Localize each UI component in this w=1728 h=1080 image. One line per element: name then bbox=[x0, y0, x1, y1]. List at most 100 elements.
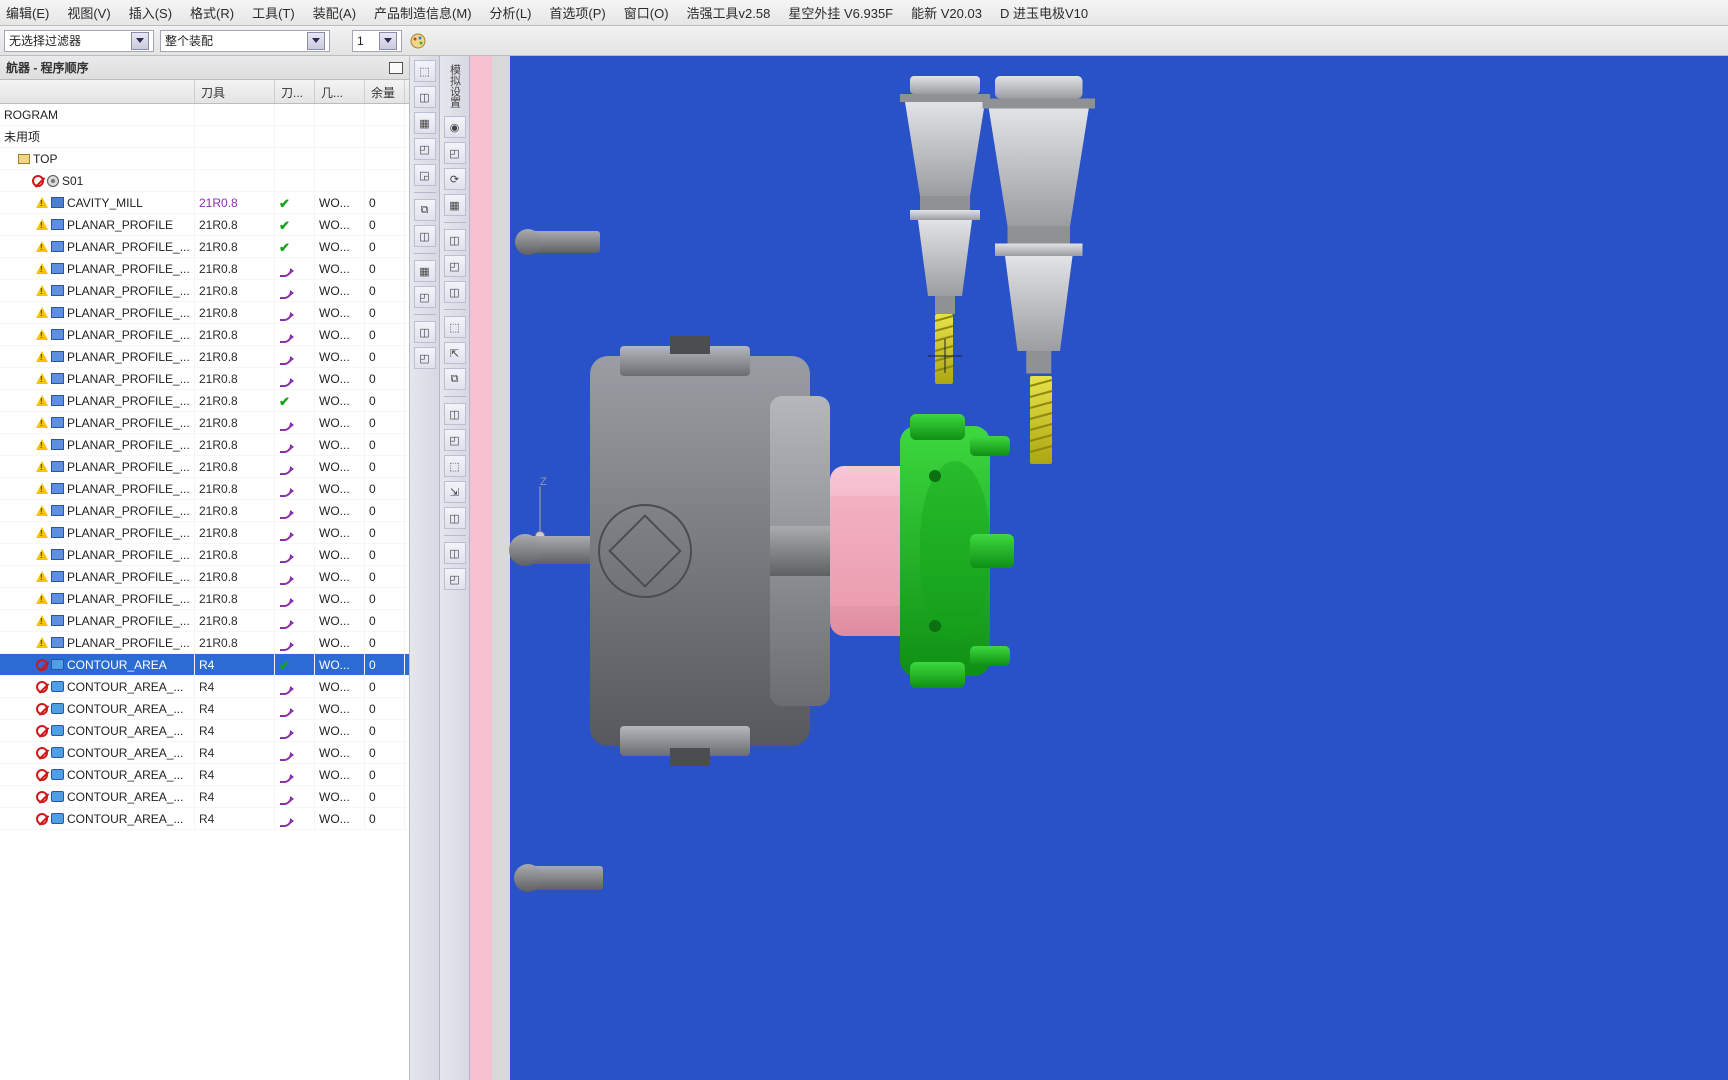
operation-row[interactable]: CONTOUR_AREA_...R4WO...0 bbox=[0, 742, 409, 764]
status-cell: ✔ bbox=[275, 192, 315, 213]
toolbar-button[interactable]: ⬚ bbox=[444, 455, 466, 477]
operation-row[interactable]: PLANAR_PROFILE_...21R0.8WO...0 bbox=[0, 544, 409, 566]
operation-name: PLANAR_PROFILE_... bbox=[67, 306, 190, 320]
toolbar-button[interactable]: ◰ bbox=[414, 347, 436, 369]
status-check-icon: ✔ bbox=[279, 218, 293, 232]
toolbar-button[interactable]: ▦ bbox=[414, 112, 436, 134]
dropdown-icon[interactable] bbox=[307, 32, 325, 50]
maximize-icon[interactable] bbox=[389, 62, 403, 74]
operation-row[interactable]: CONTOUR_AREA_...R4WO...0 bbox=[0, 764, 409, 786]
operation-row[interactable]: CONTOUR_AREAR4✔WO...0 bbox=[0, 654, 409, 676]
planar-op-icon bbox=[51, 329, 64, 340]
toolbar-button[interactable]: ◰ bbox=[414, 138, 436, 160]
operation-name: PLANAR_PROFILE_... bbox=[67, 504, 190, 518]
menu-item[interactable]: 能新 V20.03 bbox=[911, 3, 982, 22]
menu-item[interactable]: 首选项(P) bbox=[549, 3, 605, 22]
operation-row[interactable]: CONTOUR_AREA_...R4WO...0 bbox=[0, 808, 409, 830]
menu-item[interactable]: D 进玉电极V10 bbox=[1000, 3, 1088, 22]
nav-column[interactable]: 刀... bbox=[275, 80, 315, 103]
toolbar-button[interactable]: ◰ bbox=[414, 286, 436, 308]
operation-row[interactable]: PLANAR_PROFILE_...21R0.8WO...0 bbox=[0, 434, 409, 456]
toolbar-button[interactable]: ◰ bbox=[444, 568, 466, 590]
palette-icon[interactable] bbox=[408, 31, 428, 51]
menu-item[interactable]: 浩强工具v2.58 bbox=[687, 3, 771, 22]
operation-row[interactable]: PLANAR_PROFILE_...21R0.8WO...0 bbox=[0, 588, 409, 610]
tree-row[interactable]: ROGRAM bbox=[0, 104, 409, 126]
operation-row[interactable]: CONTOUR_AREA_...R4WO...0 bbox=[0, 698, 409, 720]
operation-row[interactable]: PLANAR_PROFILE_...21R0.8WO...0 bbox=[0, 346, 409, 368]
menu-item[interactable]: 视图(V) bbox=[67, 3, 110, 22]
nav-column[interactable]: 刀具 bbox=[195, 80, 275, 103]
menu-item[interactable]: 窗口(O) bbox=[624, 3, 669, 22]
tree-row[interactable]: 未用项 bbox=[0, 126, 409, 148]
toolbar-button[interactable]: ◫ bbox=[444, 507, 466, 529]
operation-row[interactable]: CONTOUR_AREA_...R4WO...0 bbox=[0, 786, 409, 808]
toolbar-button[interactable]: ◰ bbox=[444, 255, 466, 277]
nav-column[interactable] bbox=[0, 80, 195, 103]
toolbar-button[interactable]: ◫ bbox=[444, 403, 466, 425]
toolbar-button[interactable]: ◫ bbox=[414, 321, 436, 343]
toolbar-button[interactable]: ◉ bbox=[444, 116, 466, 138]
operation-row[interactable]: PLANAR_PROFILE_...21R0.8WO...0 bbox=[0, 280, 409, 302]
toolbar-button[interactable]: ⟳ bbox=[444, 168, 466, 190]
operation-row[interactable]: PLANAR_PROFILE_...21R0.8✔WO...0 bbox=[0, 390, 409, 412]
dropdown-icon[interactable] bbox=[379, 32, 397, 50]
tree-row[interactable]: TOP bbox=[0, 148, 409, 170]
operation-row[interactable]: PLANAR_PROFILE_...21R0.8WO...0 bbox=[0, 368, 409, 390]
menu-item[interactable]: 工具(T) bbox=[252, 3, 295, 22]
nav-tree[interactable]: ROGRAM未用项TOPS01CAVITY_MILL21R0.8✔WO...0P… bbox=[0, 104, 409, 1080]
operation-row[interactable]: PLANAR_PROFILE21R0.8✔WO...0 bbox=[0, 214, 409, 236]
viewport-3d[interactable]: Z X bbox=[470, 56, 1728, 1080]
forbid-icon bbox=[36, 791, 48, 803]
operation-row[interactable]: PLANAR_PROFILE_...21R0.8WO...0 bbox=[0, 324, 409, 346]
menu-item[interactable]: 星空外挂 V6.935F bbox=[788, 3, 893, 22]
menu-item[interactable]: 装配(A) bbox=[313, 3, 356, 22]
toolbar-button[interactable]: ◰ bbox=[444, 142, 466, 164]
dropdown-icon[interactable] bbox=[131, 32, 149, 50]
operation-row[interactable]: CAVITY_MILL21R0.8✔WO...0 bbox=[0, 192, 409, 214]
toolbar-button[interactable]: ◫ bbox=[444, 229, 466, 251]
operation-row[interactable]: PLANAR_PROFILE_...21R0.8WO...0 bbox=[0, 610, 409, 632]
operation-row[interactable]: PLANAR_PROFILE_...21R0.8WO...0 bbox=[0, 632, 409, 654]
toolbar-button[interactable]: ◫ bbox=[414, 225, 436, 247]
toolbar-button[interactable]: ▦ bbox=[444, 194, 466, 216]
toolbar-button[interactable]: ⇲ bbox=[444, 481, 466, 503]
toolbar-button[interactable]: ⬚ bbox=[414, 60, 436, 82]
menu-item[interactable]: 分析(L) bbox=[490, 3, 532, 22]
toolbar-button[interactable]: ⇱ bbox=[444, 342, 466, 364]
operation-row[interactable]: PLANAR_PROFILE_...21R0.8WO...0 bbox=[0, 302, 409, 324]
operation-row[interactable]: PLANAR_PROFILE_...21R0.8WO...0 bbox=[0, 522, 409, 544]
toolbar-button[interactable]: ⧉ bbox=[414, 199, 436, 221]
status-transform-icon bbox=[279, 328, 293, 342]
operation-row[interactable]: PLANAR_PROFILE_...21R0.8WO...0 bbox=[0, 500, 409, 522]
operation-row[interactable]: PLANAR_PROFILE_...21R0.8WO...0 bbox=[0, 478, 409, 500]
toolbar-button[interactable]: ▦ bbox=[414, 260, 436, 282]
toolbar-button[interactable]: ⬚ bbox=[444, 316, 466, 338]
nav-column[interactable]: 余量 bbox=[365, 80, 405, 103]
operation-row[interactable]: CONTOUR_AREA_...R4WO...0 bbox=[0, 676, 409, 698]
operation-row[interactable]: PLANAR_PROFILE_...21R0.8WO...0 bbox=[0, 566, 409, 588]
menu-item[interactable]: 编辑(E) bbox=[6, 3, 49, 22]
filter-combo-3[interactable]: 1 bbox=[352, 30, 402, 52]
toolbar-button[interactable]: ◰ bbox=[444, 429, 466, 451]
operation-row[interactable]: PLANAR_PROFILE_...21R0.8WO...0 bbox=[0, 456, 409, 478]
menu-item[interactable]: 格式(R) bbox=[190, 3, 234, 22]
filter-combo-1[interactable]: 无选择过滤器 bbox=[4, 30, 154, 52]
nav-column[interactable]: 几... bbox=[315, 80, 365, 103]
menu-item[interactable]: 产品制造信息(M) bbox=[374, 3, 472, 22]
tree-row[interactable]: S01 bbox=[0, 170, 409, 192]
filter-combo-2[interactable]: 整个装配 bbox=[160, 30, 330, 52]
toolbar-button[interactable]: ◲ bbox=[414, 164, 436, 186]
operation-row[interactable]: PLANAR_PROFILE_...21R0.8WO...0 bbox=[0, 412, 409, 434]
toolbar-button[interactable]: ◫ bbox=[444, 281, 466, 303]
operation-row[interactable]: PLANAR_PROFILE_...21R0.8✔WO...0 bbox=[0, 236, 409, 258]
menu-item[interactable]: 插入(S) bbox=[129, 3, 172, 22]
toolbar-button[interactable]: ⧉ bbox=[444, 368, 466, 390]
operation-row[interactable]: PLANAR_PROFILE_...21R0.8WO...0 bbox=[0, 258, 409, 280]
operation-row[interactable]: CONTOUR_AREA_...R4WO...0 bbox=[0, 720, 409, 742]
planar-op-icon bbox=[51, 461, 64, 472]
operation-name: PLANAR_PROFILE_... bbox=[67, 526, 190, 540]
toolbar-button[interactable]: ◫ bbox=[414, 86, 436, 108]
toolbar-button[interactable]: ◫ bbox=[444, 542, 466, 564]
stock-cell: 0 bbox=[365, 412, 405, 433]
